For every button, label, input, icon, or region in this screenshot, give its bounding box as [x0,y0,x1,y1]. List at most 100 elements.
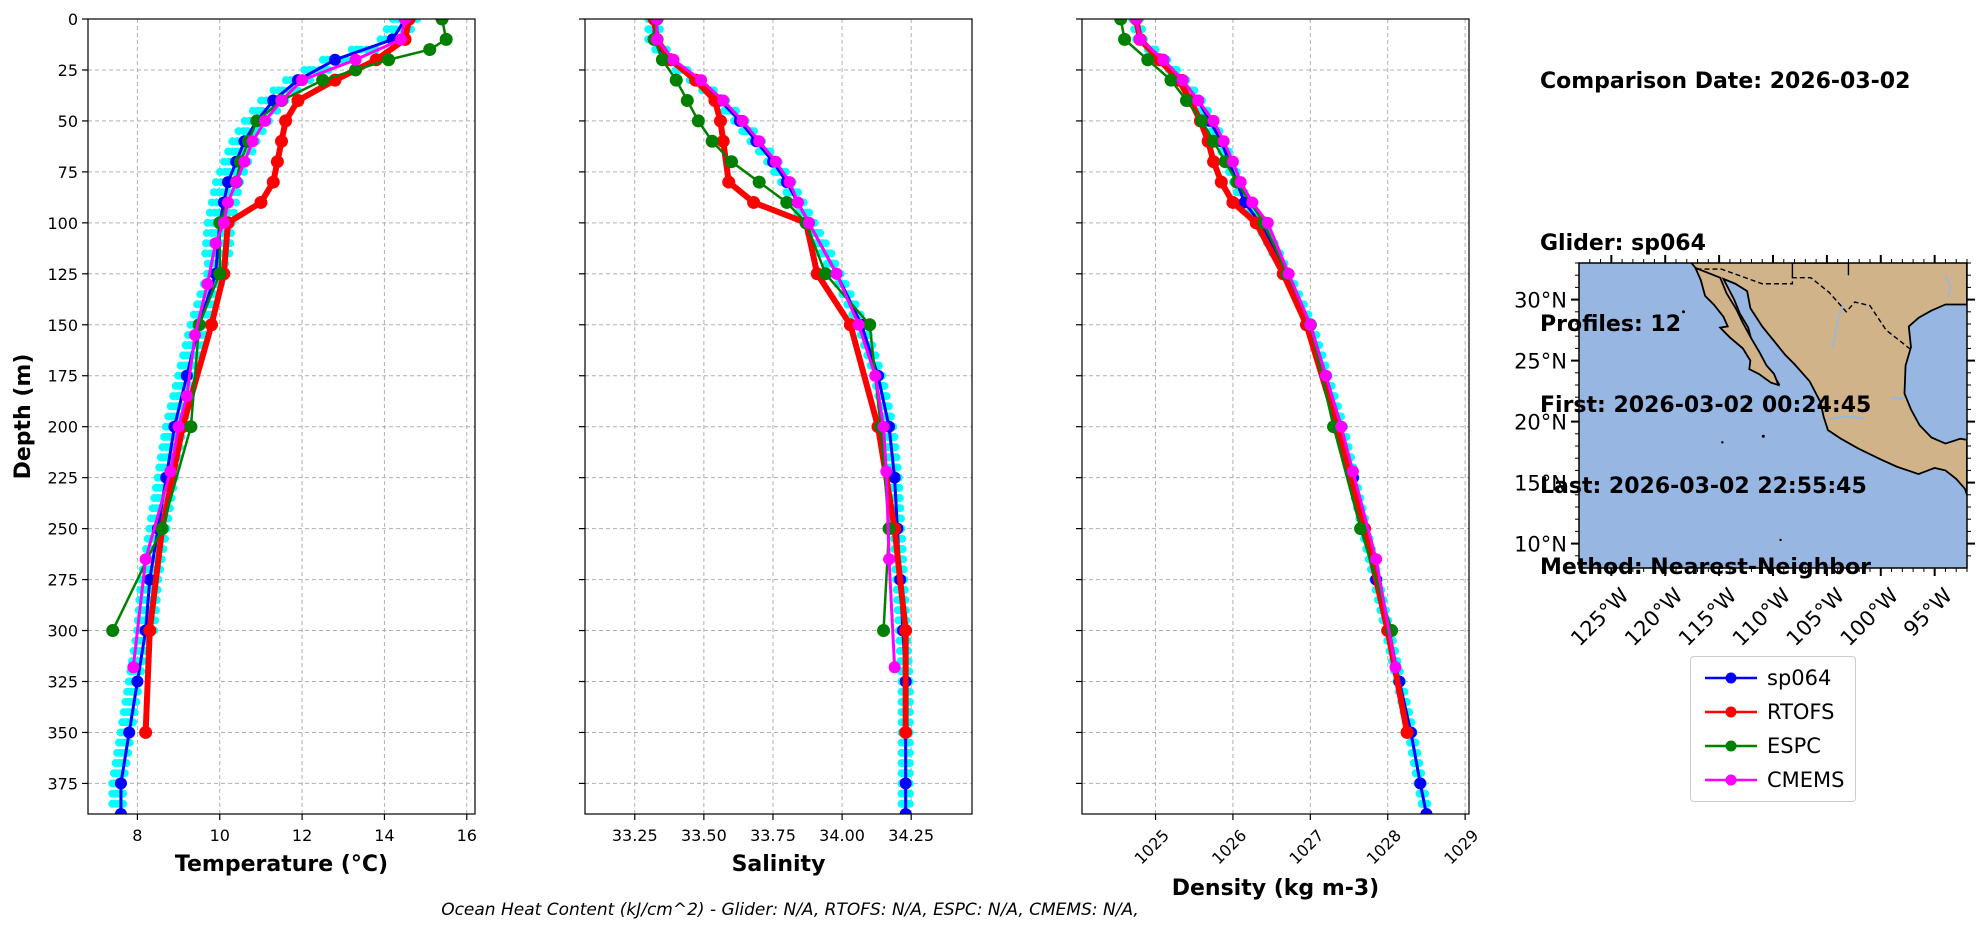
x-tick-label: 8 [132,826,142,845]
x-tick-label: 34.25 [888,826,934,845]
y-tick-label: 350 [47,723,78,742]
rtofs-marker [254,195,268,209]
rtofs-marker [270,155,284,169]
cmems-marker [1370,553,1383,566]
espc-marker [1141,53,1155,67]
x-tick-label: 12 [292,826,312,845]
glider-profile-point [898,545,907,553]
cmems-marker [139,553,152,566]
espc-marker [655,53,669,67]
espc-marker [752,175,766,189]
glider-profile-point [896,504,905,513]
plot-area [106,19,453,814]
plot-area [1114,19,1433,814]
cmems-marker [1207,114,1220,127]
glider-profile-point [890,432,899,441]
espc-marker [316,73,330,87]
cmems-marker [238,155,251,168]
cmems-marker [883,553,896,566]
glider-profile-point [896,514,905,523]
rtofs-marker [722,175,736,189]
legend-label-espc: ESPC [1767,734,1821,758]
glider-profile-point [884,402,893,411]
map-lat-label: 30°N [1514,289,1567,313]
cmems-marker [888,661,901,674]
rtofs-marker [205,318,219,332]
sp064-marker [1414,777,1427,790]
cmems-marker [1261,216,1274,229]
cmems-marker [880,465,893,478]
rtofs-marker [291,94,305,108]
glider-profile-point [231,198,240,207]
x-tick-label: 14 [374,826,394,845]
rtofs-marker [899,624,913,638]
espc-marker [780,195,794,209]
rtofs-marker [1226,195,1240,209]
espc-marker [1118,32,1132,46]
espc-marker [705,134,719,148]
profiles-text: Profiles: 12 [1540,312,1682,337]
espc-marker [1207,134,1221,148]
y-tick-label: 250 [47,520,78,539]
espc-marker [1195,114,1209,128]
sp064-line [119,19,407,814]
sp064-marker [888,471,901,484]
espc-marker [439,32,453,46]
cmems-marker [1134,33,1147,46]
espc-marker [435,19,449,26]
sp064-marker [114,777,127,790]
cmems-marker [1176,74,1189,87]
cmems-marker [349,53,362,66]
spacer-line [1540,149,1910,176]
y-tick-label: 225 [47,469,78,488]
cmems-marker [180,390,193,403]
y-tick-label: 50 [58,112,78,131]
sp064-line [652,19,908,814]
glider-profile-point [816,229,825,238]
cmems-marker [1246,196,1259,209]
y-axis-label: Depth (m) [11,354,36,480]
x-tick-label: 1025 [1131,826,1173,868]
cmems-marker [399,19,412,25]
cmems-marker [394,33,407,46]
cmems-marker [1234,176,1247,189]
x-tick-label: 1029 [1440,826,1482,868]
x-tick-label: 33.50 [681,826,727,845]
river-sabine [1944,274,1952,298]
y-tick-label: 175 [47,367,78,386]
espc-marker [1164,73,1178,87]
profile-panel-1: 8 10 12 14 16 0 25 50 75 100 125 150 175 200 225 250 275… [11,10,477,877]
espc-marker [877,624,891,638]
glider-profile-point [882,392,891,401]
legend-label-cmems: CMEMS [1767,768,1845,792]
cmems-marker [172,420,185,433]
cmems-marker [1192,94,1205,107]
y-tick-label: 25 [58,61,78,80]
axes-frame [87,18,476,815]
cmems-marker [736,114,749,127]
rtofs-marker [1214,175,1228,189]
island-clarion [1721,441,1724,444]
rtofs-marker [747,195,761,209]
x-tick-label: 1027 [1285,826,1327,868]
glider-profile-point [827,249,836,258]
legend-marker-sp064 [1705,672,1757,684]
glider-profile-point [899,555,908,564]
x-tick-label: 34.00 [819,826,865,845]
cmems-marker [209,237,222,250]
cmems-marker [1282,267,1295,280]
glider-profile-point [892,453,901,462]
cmems-marker [791,196,804,209]
x-tick-label: 16 [457,826,477,845]
cmems-line [131,19,407,668]
cmems-line [655,19,897,668]
x-tick-label: 33.25 [612,826,658,845]
axes-frame [584,18,973,815]
glider-profile-point [898,534,907,543]
espc-marker [213,267,227,281]
profile-panel-2: 33.25 33.50 33.75 34.00 34.25 Salinity [579,18,973,877]
cmems-marker [221,196,234,209]
cmems-marker [802,216,815,229]
espc-marker [382,53,396,67]
